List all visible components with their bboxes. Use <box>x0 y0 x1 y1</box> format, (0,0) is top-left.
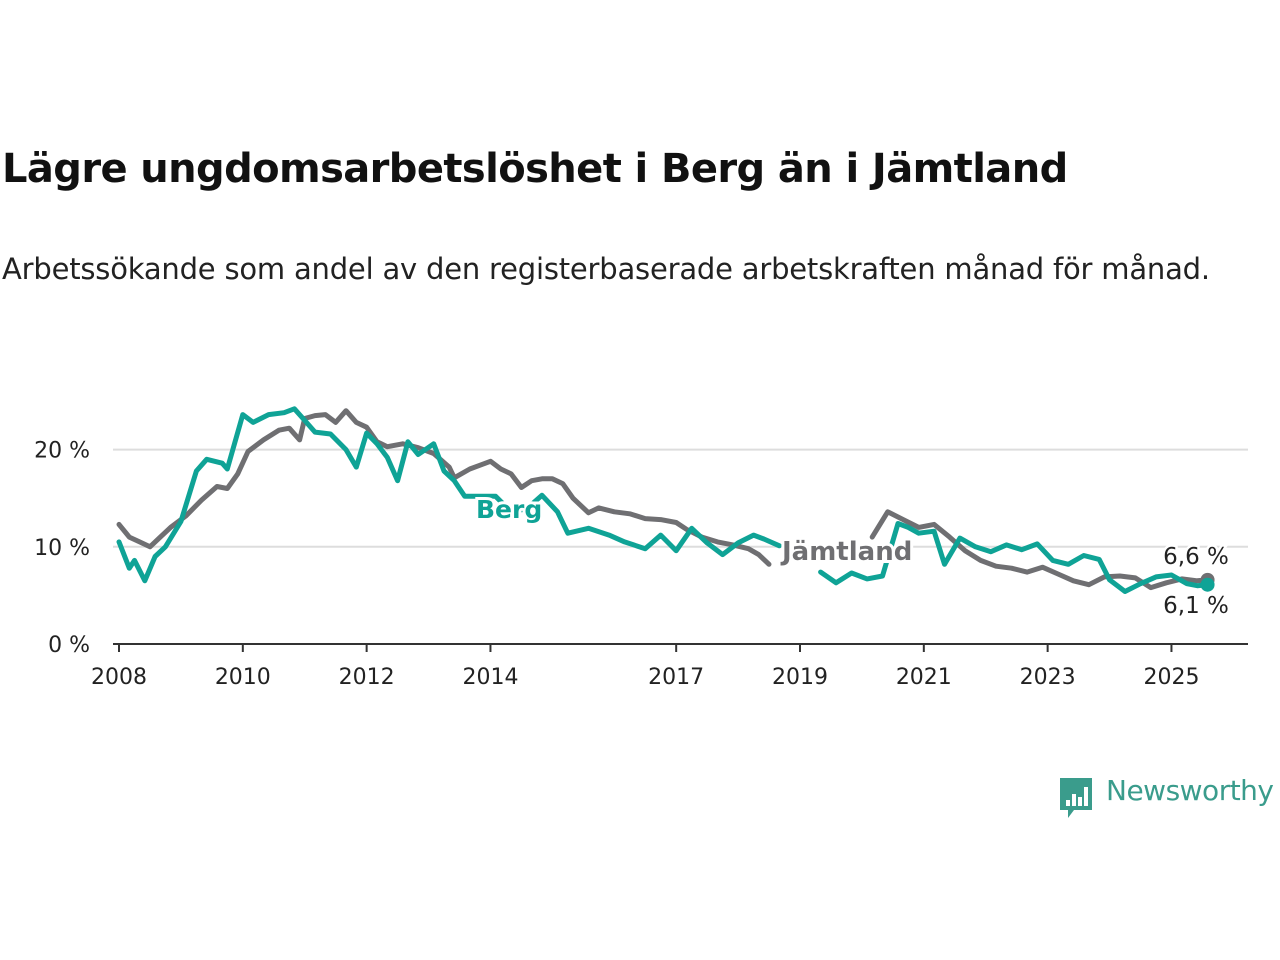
gridlines <box>113 448 1248 548</box>
x-tick-label: 2021 <box>896 665 952 690</box>
bar-chart-icon <box>1060 778 1092 818</box>
x-tick-label: 2014 <box>462 665 518 690</box>
series-line-berg <box>116 406 782 584</box>
series-label-jamtland: Jämtland <box>780 537 912 567</box>
chart-title: Lägre ungdomsarbetslöshet i Berg än i Jä… <box>2 146 1068 192</box>
x-tick-label: 2025 <box>1143 665 1199 690</box>
y-axis-ticks: 0 % 10 % 20 % <box>34 439 90 658</box>
series-line-jamtland <box>116 408 772 567</box>
series-line-berg <box>818 521 1211 594</box>
end-point-berg <box>1200 577 1215 592</box>
brand-name: Newsworthy <box>1106 774 1274 807</box>
y-tick-label: 10 % <box>34 536 90 561</box>
x-tick-label: 2010 <box>215 665 271 690</box>
y-tick-label: 20 % <box>34 439 90 464</box>
series-labels: Berg Jämtland 6,6 % 6,1 % <box>473 492 1231 622</box>
x-tick-label: 2008 <box>91 665 147 690</box>
newsworthy-logo: Newsworthy <box>1058 774 1280 820</box>
x-axis: 2008 2010 2012 2014 2017 2019 2021 2023 2025 <box>91 643 1248 690</box>
end-label-berg: 6,1 % <box>1163 593 1229 619</box>
x-tick-label: 2019 <box>772 665 828 690</box>
line-chart: 0 % 10 % 20 % 2008 2010 2012 2014 2017 2019 2021… <box>34 406 1248 690</box>
x-tick-label: 2023 <box>1020 665 1076 690</box>
x-tick-label: 2012 <box>339 665 395 690</box>
series-lines <box>116 406 1215 594</box>
x-tick-label: 2017 <box>648 665 704 690</box>
y-tick-label: 0 % <box>48 633 90 658</box>
series-label-berg: Berg <box>476 495 542 524</box>
series-line-jamtland <box>869 509 1211 591</box>
chart-subtitle: Arbetssökande som andel av den registerb… <box>2 252 1210 286</box>
end-label-jamtland: 6,6 % <box>1163 544 1229 570</box>
